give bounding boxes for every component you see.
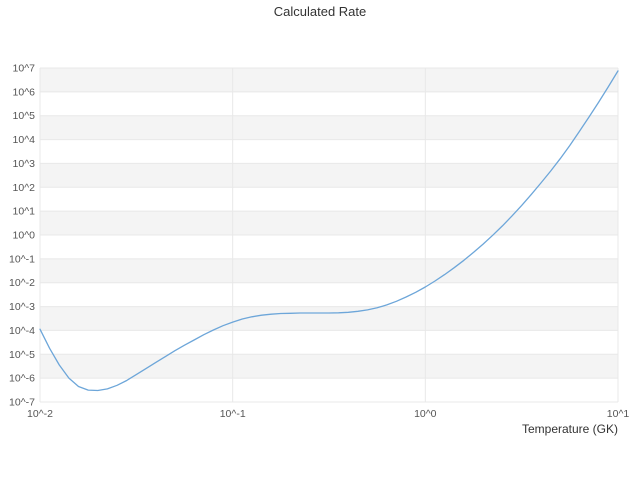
y-tick-label: 10^3 [13, 158, 36, 170]
series-line-calculated-rate [39, 70, 619, 392]
y-band [40, 115, 618, 140]
chart-title: Calculated Rate [274, 4, 367, 19]
x-axis-label: Temperature (GK) [522, 422, 618, 436]
x-tick-label: 10^1 [607, 408, 630, 420]
x-tick-label: 10^-1 [220, 408, 246, 420]
y-tick-label: 10^-3 [9, 301, 35, 313]
y-tick-label: 10^7 [13, 63, 36, 75]
y-tick-label: 10^6 [13, 86, 36, 98]
y-tick-label: 10^0 [13, 230, 36, 242]
y-band [40, 258, 618, 283]
y-band [40, 211, 618, 235]
y-tick-label: 10^-1 [9, 253, 35, 265]
y-tick-label: 10^-5 [9, 349, 35, 361]
y-band [40, 68, 618, 92]
y-tick-label: 10^-7 [9, 397, 35, 409]
y-tick-label: 10^5 [13, 110, 36, 122]
y-band [40, 163, 618, 188]
x-tick-label: 10^-2 [27, 408, 53, 420]
y-tick-label: 10^-4 [9, 325, 35, 337]
x-tick-label: 10^0 [414, 408, 437, 420]
y-tick-label: 10^4 [13, 134, 36, 146]
y-tick-label: 10^-2 [9, 277, 35, 289]
y-band [40, 354, 618, 379]
y-band [40, 306, 618, 331]
y-tick-label: 10^1 [13, 206, 36, 218]
y-tick-label: 10^2 [13, 182, 36, 194]
y-tick-label: 10^-6 [9, 373, 35, 385]
